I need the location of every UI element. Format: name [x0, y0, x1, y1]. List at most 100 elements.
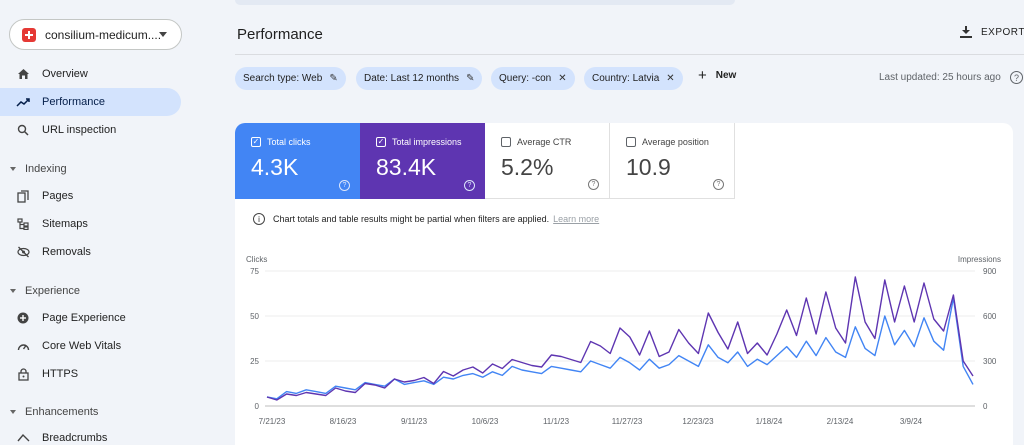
checkbox-checked-icon[interactable]: ✓ [376, 137, 386, 147]
breadcrumbs-icon [16, 431, 30, 445]
sidebar-item-page-experience[interactable]: Page Experience [0, 304, 181, 332]
sidebar-item-label: Pages [42, 190, 74, 202]
right-tick-label: 300 [983, 357, 997, 366]
sidebar-item-label: HTTPS [42, 368, 79, 380]
sidebar-item-label: Page Experience [42, 312, 126, 324]
sidebar-item-label: URL inspection [42, 124, 117, 136]
close-icon[interactable]: ✕ [558, 73, 567, 84]
filter-chip-search-type[interactable]: Search type: Web ✎ [235, 67, 346, 90]
performance-chart[interactable]: Clicks Impressions 75 900 50 600 25 300 0 0 7/21/2… [235, 251, 1013, 445]
sitemap-icon [16, 217, 30, 231]
pencil-icon: ✎ [466, 73, 475, 84]
pencil-icon: ✎ [329, 73, 338, 84]
help-icon[interactable]: ? [464, 180, 475, 191]
filter-chip-label: Country: Latvia [592, 73, 660, 84]
section-title: Indexing [25, 163, 67, 175]
x-tick-label: 10/6/23 [472, 417, 499, 426]
performance-card: ✓ Total clicks 4.3K ? ✓ Total impressions … [235, 123, 1013, 445]
header-divider [235, 54, 1024, 55]
home-icon [16, 67, 30, 81]
download-icon [960, 26, 972, 38]
x-tick-label: 2/13/24 [827, 417, 854, 426]
checkbox-checked-icon[interactable]: ✓ [251, 137, 261, 147]
filter-chip-date[interactable]: Date: Last 12 months ✎ [356, 67, 483, 90]
help-icon[interactable]: ? [588, 179, 599, 190]
right-tick-label: 0 [983, 402, 988, 411]
metric-average-ctr[interactable]: Average CTR 5.2% ? [485, 123, 610, 199]
gauge-icon [16, 339, 30, 353]
metric-value: 83.4K [376, 154, 437, 180]
page-title: Performance [237, 26, 323, 43]
checkbox-unchecked-icon[interactable] [501, 137, 511, 147]
pages-icon [16, 189, 30, 203]
filter-chip-query[interactable]: Query: -con ✕ [491, 67, 575, 90]
metric-total-impressions[interactable]: ✓ Total impressions 83.4K ? [360, 123, 485, 199]
clicks-line [266, 297, 974, 400]
search-bar-edge [235, 0, 735, 5]
sidebar-item-label: Sitemaps [42, 218, 88, 230]
page-experience-icon [16, 311, 30, 325]
left-tick-label: 75 [250, 267, 259, 276]
section-experience[interactable]: Experience [10, 285, 80, 297]
section-title: Experience [25, 285, 81, 297]
metric-average-position[interactable]: Average position 10.9 ? [610, 123, 735, 199]
chevron-down-icon [159, 32, 167, 37]
new-filter-button[interactable]: + New [698, 66, 736, 84]
x-tick-label: 11/27/23 [612, 417, 643, 426]
plus-icon: + [698, 66, 707, 84]
property-selector[interactable]: consilium-medicum.... [9, 19, 182, 50]
right-tick-label: 900 [983, 267, 997, 276]
chevron-down-icon [10, 289, 16, 293]
right-axis-title: Impressions [958, 255, 1001, 264]
x-tick-label: 11/1/23 [543, 417, 570, 426]
impressions-line [266, 276, 974, 401]
filter-chip-country[interactable]: Country: Latvia ✕ [584, 67, 683, 90]
sidebar-item-label: Overview [42, 68, 88, 80]
left-tick-label: 25 [250, 357, 259, 366]
checkbox-unchecked-icon[interactable] [626, 137, 636, 147]
sidebar-item-core-web-vitals[interactable]: Core Web Vitals [0, 332, 181, 360]
lock-icon [16, 367, 30, 381]
sidebar-item-overview[interactable]: Overview [0, 60, 181, 88]
filter-chip-label: Date: Last 12 months [364, 73, 460, 84]
export-button[interactable]: EXPORT [960, 26, 1024, 38]
export-label: EXPORT [981, 26, 1024, 38]
x-tick-label: 8/16/23 [330, 417, 357, 426]
sidebar-item-sitemaps[interactable]: Sitemaps [0, 210, 181, 238]
filter-chip-label: Search type: Web [243, 73, 323, 84]
close-icon[interactable]: ✕ [666, 73, 675, 84]
sidebar: consilium-medicum.... Overview Performan… [0, 0, 196, 445]
x-tick-label: 1/18/24 [756, 417, 783, 426]
sidebar-item-performance[interactable]: Performance [0, 88, 181, 116]
search-icon [16, 123, 30, 137]
sidebar-item-url-inspection[interactable]: URL inspection [0, 116, 181, 144]
left-axis-title: Clicks [246, 255, 267, 264]
section-indexing[interactable]: Indexing [10, 163, 67, 175]
help-icon[interactable]: ? [339, 180, 350, 191]
sidebar-item-pages[interactable]: Pages [0, 182, 181, 210]
section-enhancements[interactable]: Enhancements [10, 406, 98, 418]
x-tick-label: 12/23/23 [682, 417, 714, 426]
help-icon[interactable]: ? [713, 179, 724, 190]
trending-up-icon [16, 95, 30, 109]
right-tick-label: 600 [983, 312, 997, 321]
sidebar-item-label: Core Web Vitals [42, 340, 122, 352]
sidebar-item-label: Performance [42, 96, 105, 108]
sidebar-item-https[interactable]: HTTPS [0, 360, 181, 388]
metric-label: Average CTR [517, 137, 572, 147]
metric-label: Total impressions [392, 137, 462, 147]
metric-total-clicks[interactable]: ✓ Total clicks 4.3K ? [235, 123, 360, 199]
metric-label: Total clicks [267, 137, 311, 147]
learn-more-link[interactable]: Learn more [553, 214, 600, 224]
metric-value: 5.2% [501, 154, 554, 180]
chevron-down-icon [10, 410, 16, 414]
metric-value: 4.3K [251, 154, 299, 180]
left-tick-label: 0 [255, 402, 260, 411]
help-icon[interactable]: ? [1010, 71, 1023, 84]
sidebar-item-breadcrumbs[interactable]: Breadcrumbs [0, 424, 181, 445]
property-name: consilium-medicum.... [45, 27, 162, 42]
info-icon: i [253, 213, 265, 225]
sidebar-item-removals[interactable]: Removals [0, 238, 181, 266]
x-tick-label: 9/11/23 [401, 417, 428, 426]
chevron-down-icon [10, 167, 16, 171]
